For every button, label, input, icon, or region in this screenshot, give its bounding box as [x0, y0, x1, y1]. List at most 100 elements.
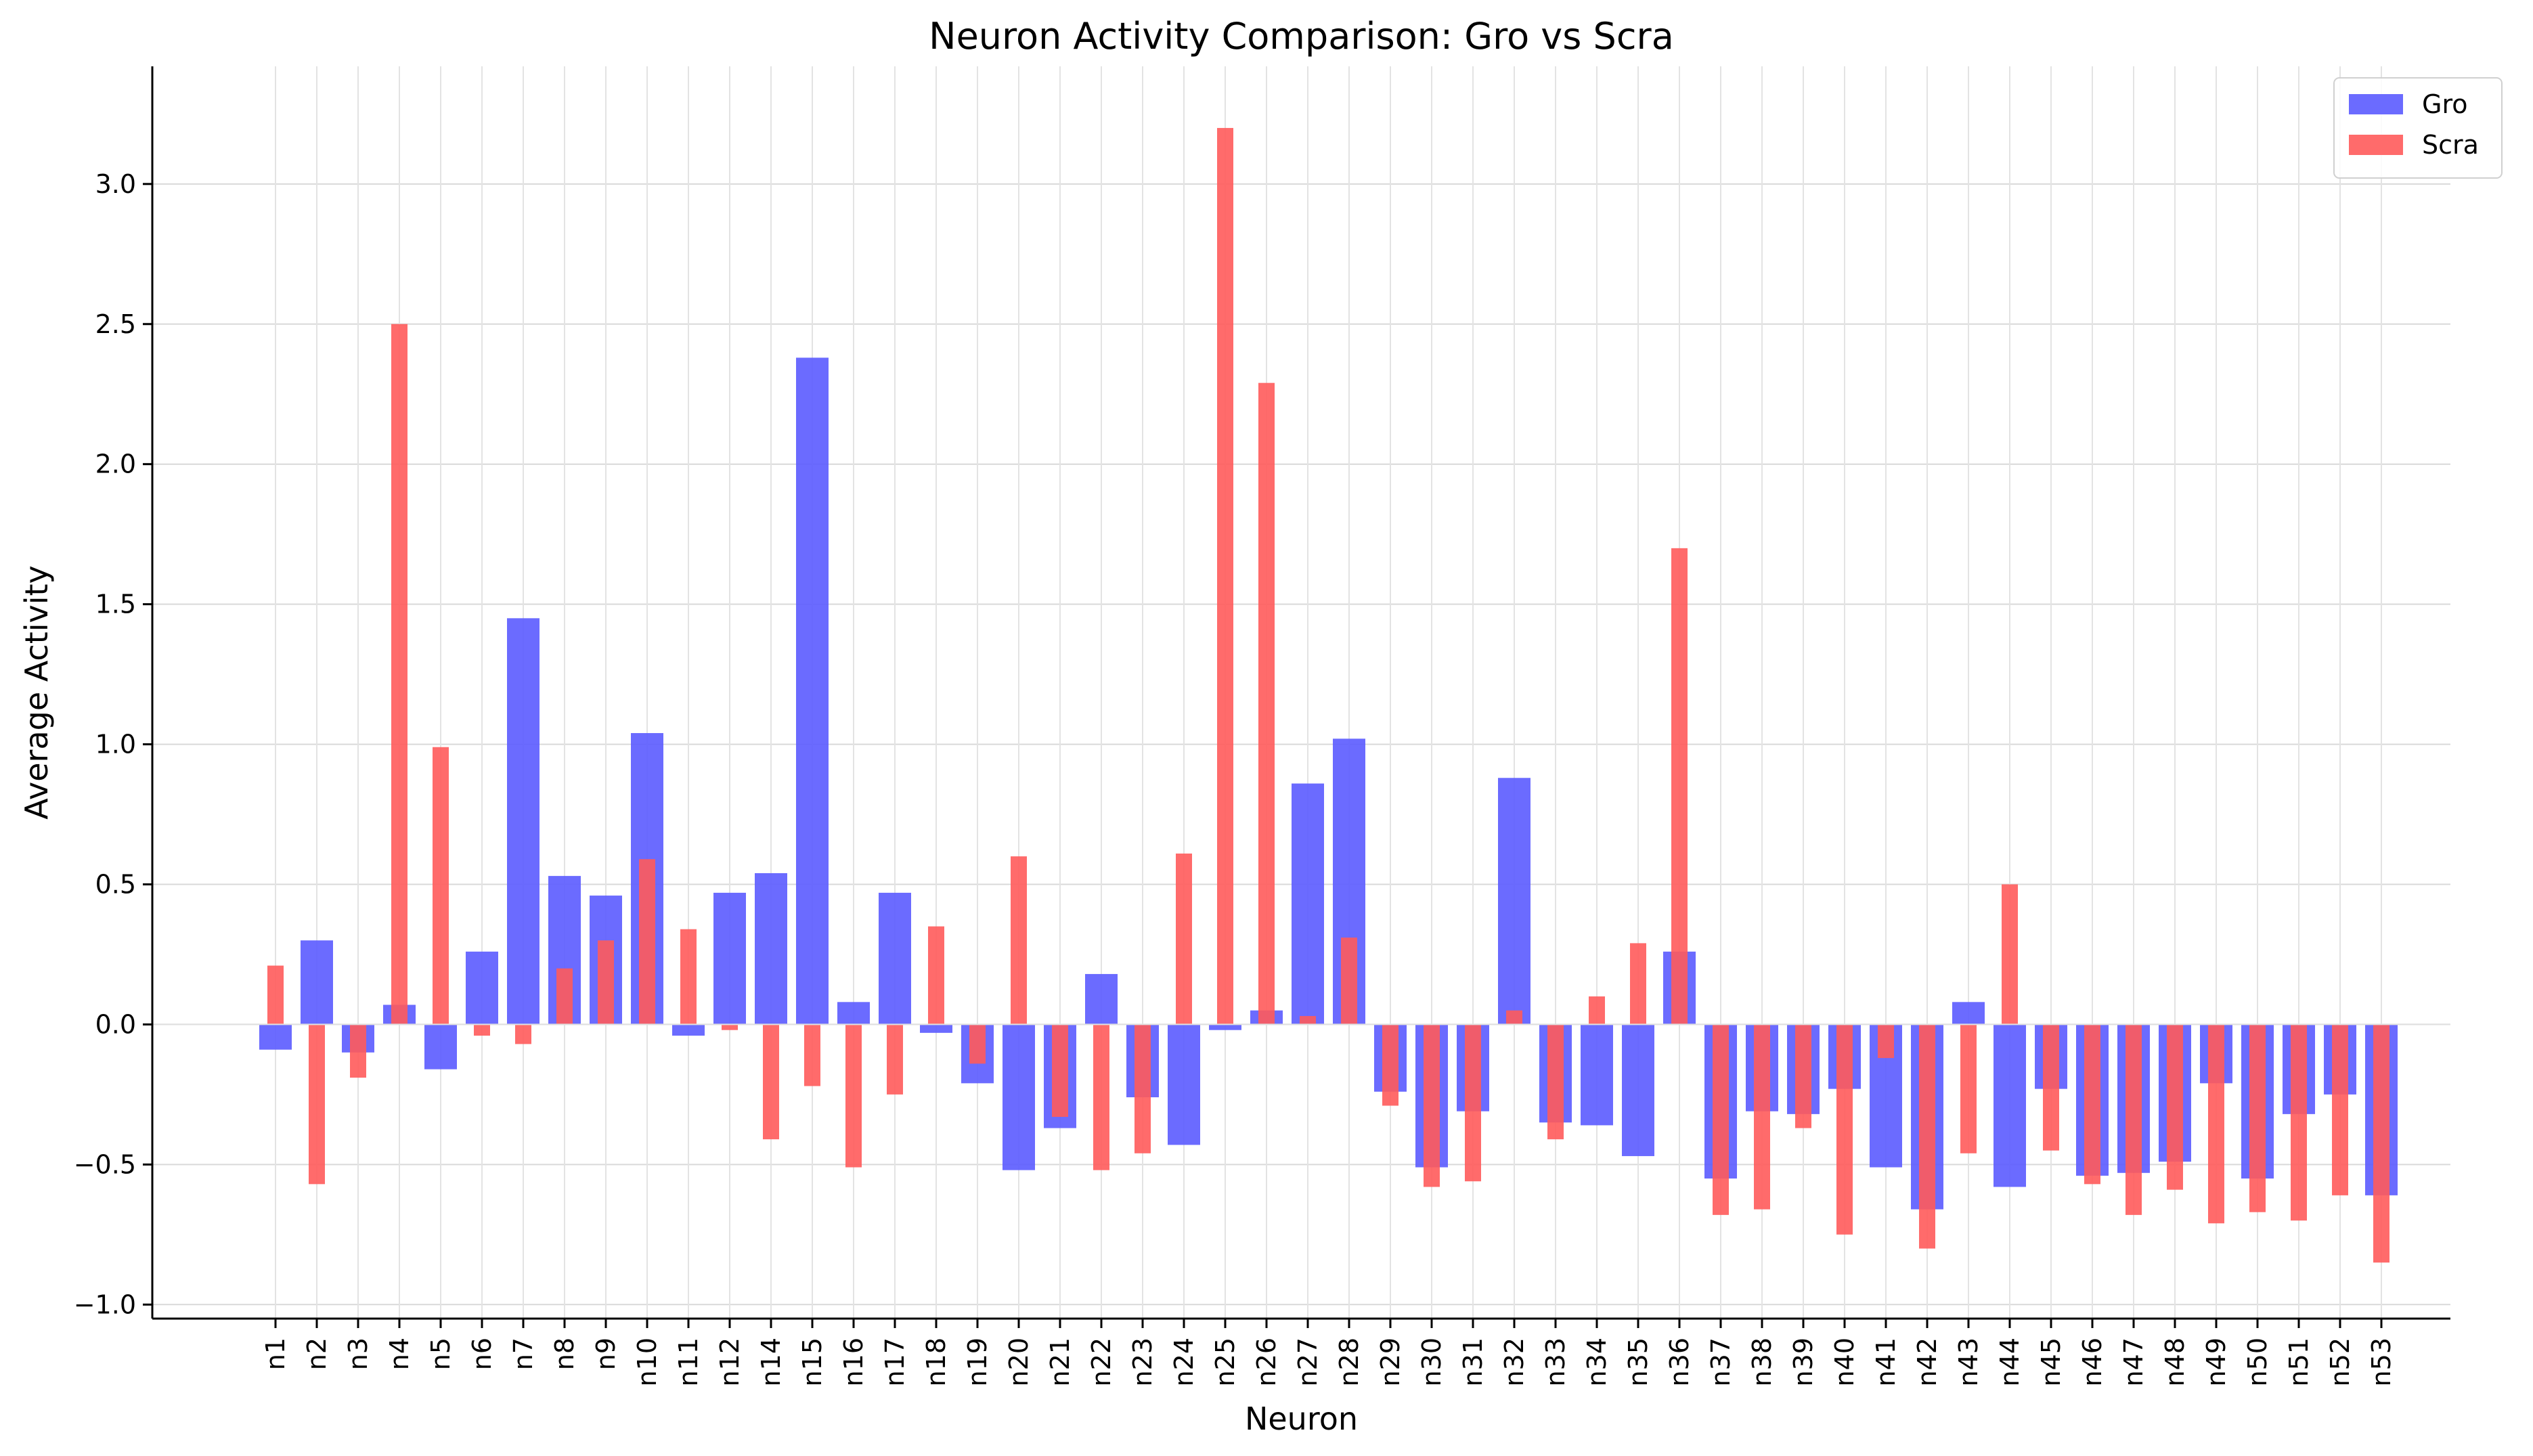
legend-label-scra: Scra [2422, 130, 2479, 160]
x-tick-label: n49 [2201, 1338, 2231, 1386]
chart-title: Neuron Activity Comparison: Gro vs Scra [929, 15, 1674, 58]
bar-scra-n18 [928, 926, 944, 1025]
bar-gro-n22 [1085, 973, 1118, 1025]
x-tick-label: n5 [426, 1338, 456, 1370]
bar-gro-n6 [466, 951, 498, 1025]
y-tick-label: 3.0 [95, 169, 136, 199]
x-tick-label: n6 [467, 1338, 497, 1370]
bar-scra-n4 [391, 324, 408, 1025]
x-tick-label: n29 [1375, 1338, 1405, 1386]
bar-scra-n17 [887, 1024, 903, 1095]
bar-scra-n37 [1713, 1024, 1729, 1215]
x-tick-label: n42 [1912, 1338, 1942, 1386]
bar-scra-n20 [1011, 856, 1027, 1025]
x-tick-label: n16 [839, 1338, 868, 1386]
bar-gro-n7 [507, 618, 539, 1025]
bar-scra-n49 [2208, 1024, 2224, 1224]
bar-scra-n6 [474, 1024, 490, 1036]
bar-gro-n11 [672, 1024, 705, 1036]
x-tick-label: n8 [550, 1338, 579, 1370]
bar-gro-n27 [1292, 783, 1324, 1025]
legend-swatch-scra [2349, 135, 2403, 155]
x-tick-label: n24 [1169, 1338, 1199, 1386]
x-tick-label: n28 [1334, 1338, 1364, 1386]
x-tick-label: n33 [1541, 1338, 1570, 1386]
bar-scra-n10 [639, 859, 655, 1025]
x-tick-label: n37 [1706, 1338, 1736, 1386]
x-tick-label: n18 [921, 1338, 951, 1386]
legend-label-gro: Gro [2422, 89, 2467, 119]
bar-scra-n30 [1424, 1024, 1440, 1187]
bar-scra-n12 [722, 1024, 738, 1030]
bar-scra-n22 [1093, 1024, 1109, 1170]
x-axis-ticks: n1 n2 n3 n4 n5 n6 n7 n8 n9 n10 n11 n12 n14 n15 n16 n17 n… [261, 1319, 2396, 1386]
y-tick-label: 1.5 [95, 590, 136, 619]
x-axis-label: Neuron [1245, 1400, 1358, 1437]
bar-gro-n5 [424, 1024, 457, 1069]
bar-scra-n25 [1217, 128, 1233, 1025]
bar-gro-n15 [796, 357, 829, 1025]
x-tick-label: n34 [1582, 1338, 1612, 1386]
y-tick-label: −0.5 [74, 1149, 136, 1179]
x-tick-label: n38 [1747, 1338, 1777, 1386]
bar-scra-n29 [1382, 1024, 1398, 1106]
bar-scra-n47 [2125, 1024, 2142, 1215]
x-tick-label: n26 [1252, 1338, 1281, 1386]
bar-gro-n14 [755, 873, 787, 1025]
x-tick-label: n39 [1788, 1338, 1818, 1386]
bar-gro-n16 [837, 1002, 870, 1025]
y-axis-ticks: −1.0 −0.5 0.0 0.5 1.0 1.5 2.0 2.5 3.0 [74, 169, 152, 1319]
x-tick-label: n19 [963, 1338, 992, 1386]
bar-scra-n2 [309, 1024, 325, 1185]
legend-box [2333, 77, 2503, 179]
bar-scra-n19 [969, 1024, 986, 1064]
x-tick-label: n20 [1004, 1338, 1034, 1386]
x-tick-label: n30 [1417, 1338, 1447, 1386]
bar-scra-n39 [1795, 1024, 1811, 1128]
bar-scra-n31 [1465, 1024, 1481, 1182]
bar-scra-n40 [1836, 1024, 1853, 1235]
bar-scra-n42 [1919, 1024, 1935, 1249]
bar-scra-n15 [804, 1024, 820, 1086]
y-tick-label: 2.5 [95, 309, 136, 339]
x-tick-label: n21 [1045, 1338, 1075, 1386]
bar-gro-n25 [1209, 1024, 1241, 1030]
x-tick-label: n9 [591, 1338, 621, 1370]
bar-scra-n32 [1506, 1010, 1522, 1025]
x-tick-label: n7 [508, 1338, 538, 1370]
x-tick-label: n4 [384, 1338, 414, 1370]
y-axis-label: Average Activity [18, 565, 55, 820]
x-tick-label: n46 [2077, 1338, 2107, 1386]
bar-scra-n16 [845, 1024, 862, 1168]
x-tick-label: n51 [2284, 1338, 2314, 1386]
bar-scra-n48 [2167, 1024, 2183, 1190]
x-tick-label: n17 [880, 1338, 910, 1386]
x-tick-label: n25 [1210, 1338, 1240, 1386]
y-tick-label: 1.0 [95, 730, 136, 759]
bar-scra-n26 [1258, 382, 1275, 1025]
bar-scra-n38 [1754, 1024, 1770, 1210]
bar-scra-n46 [2084, 1024, 2100, 1185]
x-tick-label: n22 [1086, 1338, 1116, 1386]
bar-gro-n35 [1622, 1024, 1654, 1156]
bar-scra-n33 [1547, 1024, 1564, 1140]
bar-gro-n17 [879, 892, 911, 1025]
x-tick-label: n1 [261, 1338, 290, 1370]
bar-scra-n24 [1176, 853, 1192, 1025]
bar-scra-n7 [515, 1024, 531, 1044]
x-tick-label: n44 [1995, 1338, 2025, 1386]
x-tick-label: n53 [2366, 1338, 2396, 1386]
bar-scra-n34 [1589, 996, 1605, 1025]
x-tick-label: n14 [756, 1338, 786, 1386]
bar-scra-n8 [556, 968, 573, 1025]
bar-scra-n44 [2002, 884, 2018, 1025]
bar-scra-n23 [1135, 1024, 1151, 1153]
x-tick-label: n50 [2243, 1338, 2272, 1386]
bar-gro-n43 [1952, 1002, 1985, 1025]
bar-scra-n27 [1300, 1016, 1316, 1025]
x-tick-label: n23 [1128, 1338, 1158, 1386]
x-tick-label: n10 [632, 1338, 662, 1386]
y-tick-label: 0.5 [95, 870, 136, 900]
y-tick-label: −1.0 [74, 1289, 136, 1319]
bar-scra-n41 [1878, 1024, 1894, 1059]
